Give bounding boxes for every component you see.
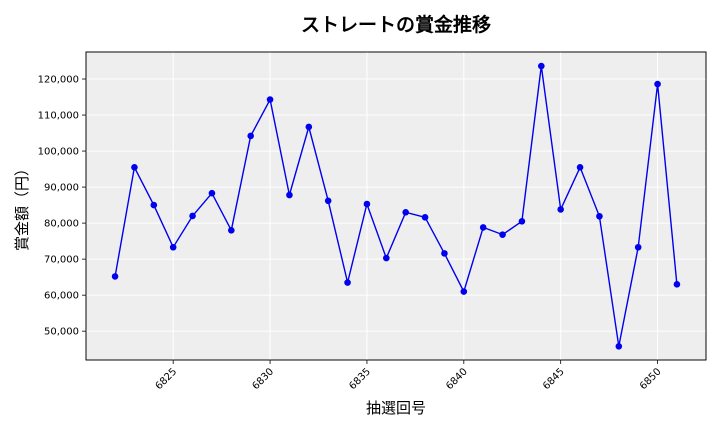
data-point xyxy=(228,227,235,234)
chart-title: ストレートの賞金推移 xyxy=(301,13,491,36)
y-axis-label: 賞金額（円） xyxy=(13,161,31,251)
data-point xyxy=(634,243,642,251)
plot-border xyxy=(85,51,707,361)
data-point xyxy=(615,343,623,350)
x-tick-label: 6830 xyxy=(250,366,276,392)
y-tick-label: 60,000 xyxy=(44,291,79,302)
data-point xyxy=(499,231,506,238)
data-point xyxy=(538,62,545,70)
x-tick-label: 6840 xyxy=(444,366,470,392)
data-point xyxy=(363,200,371,208)
x-tick-label: 6835 xyxy=(347,366,373,392)
data-point xyxy=(576,163,584,171)
y-tick-label: 70,000 xyxy=(44,255,79,266)
y-tick-label: 50,000 xyxy=(44,327,79,338)
data-point xyxy=(518,218,526,225)
y-tick-label: 100,000 xyxy=(38,147,79,158)
data-point xyxy=(441,250,448,257)
data-point xyxy=(673,281,681,288)
data-point xyxy=(131,163,138,171)
y-tick-label: 90,000 xyxy=(44,183,79,194)
data-point xyxy=(654,80,661,88)
data-point xyxy=(324,197,332,205)
data-point xyxy=(266,96,274,103)
data-point xyxy=(189,212,196,220)
data-point xyxy=(383,254,390,262)
data-point xyxy=(596,212,603,220)
data-point xyxy=(557,206,564,213)
x-axis-label: 抽選回号 xyxy=(366,399,426,417)
data-point xyxy=(111,273,119,280)
data-point xyxy=(479,224,487,231)
data-point xyxy=(169,243,177,251)
plot-area xyxy=(85,51,707,361)
data-point xyxy=(208,189,216,197)
x-tick-label: 6825 xyxy=(154,366,180,392)
data-point xyxy=(421,214,429,221)
data-point xyxy=(344,279,351,286)
x-tick-label: 6845 xyxy=(541,366,567,392)
data-point xyxy=(247,132,254,140)
data-point xyxy=(402,209,409,216)
x-tick-label: 6850 xyxy=(638,366,664,392)
data-point xyxy=(150,201,158,209)
data-point xyxy=(305,123,313,131)
series-line xyxy=(114,65,678,347)
data-point xyxy=(286,191,293,199)
y-tick-label: 110,000 xyxy=(38,111,79,122)
series xyxy=(111,62,681,350)
y-tick-label: 120,000 xyxy=(38,75,79,86)
data-point xyxy=(460,288,468,295)
y-tick-label: 80,000 xyxy=(44,219,79,230)
